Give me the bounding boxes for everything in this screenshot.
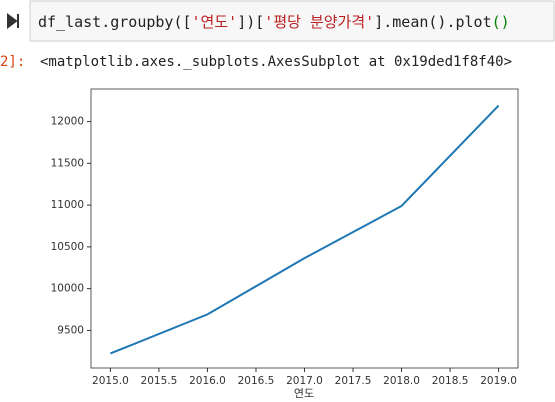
code-cell[interactable] — [29, 0, 555, 42]
axes-frame — [90, 88, 519, 369]
code-token: () — [492, 13, 510, 31]
y-tick-label: 11000 — [51, 199, 84, 211]
line — [110, 104, 500, 355]
x-tick-label: 2016.5 — [238, 375, 275, 387]
code-token: '평당 분양가격' — [264, 13, 374, 31]
code-token: ])[ — [237, 13, 264, 31]
x-tick-label: 2016.0 — [189, 375, 226, 387]
x-tick-label: 2019.0 — [480, 375, 517, 387]
x-tick-label: 2015.0 — [92, 375, 129, 387]
code-token: df_last.groupby([ — [38, 13, 192, 31]
run-icon[interactable] — [7, 13, 19, 29]
x-tick-label: 2018.0 — [383, 375, 420, 387]
output-prompt: 2]: — [0, 54, 25, 70]
y-tick-label: 9500 — [57, 324, 84, 336]
y-tick-label: 10500 — [51, 241, 84, 253]
y-tick-label: 10000 — [51, 283, 84, 295]
x-tick-label: 2017.0 — [286, 375, 323, 387]
y-tick-label: 11500 — [51, 157, 84, 169]
x-tick-label: 2015.5 — [141, 375, 178, 387]
code-token: ].mean().plot — [374, 13, 491, 31]
x-tick-label: 2018.5 — [432, 375, 469, 387]
code-token: '연도' — [192, 13, 238, 31]
x-tick-label: 2017.5 — [335, 375, 372, 387]
output-text: <matplotlib.axes._subplots.AxesSubplot a… — [40, 54, 512, 70]
y-tick-label: 12000 — [51, 116, 84, 128]
x-axis-label: 연도 — [294, 387, 314, 400]
code: df_last.groupby(['연도'])['평당 분양가격'].mean(… — [38, 13, 510, 31]
